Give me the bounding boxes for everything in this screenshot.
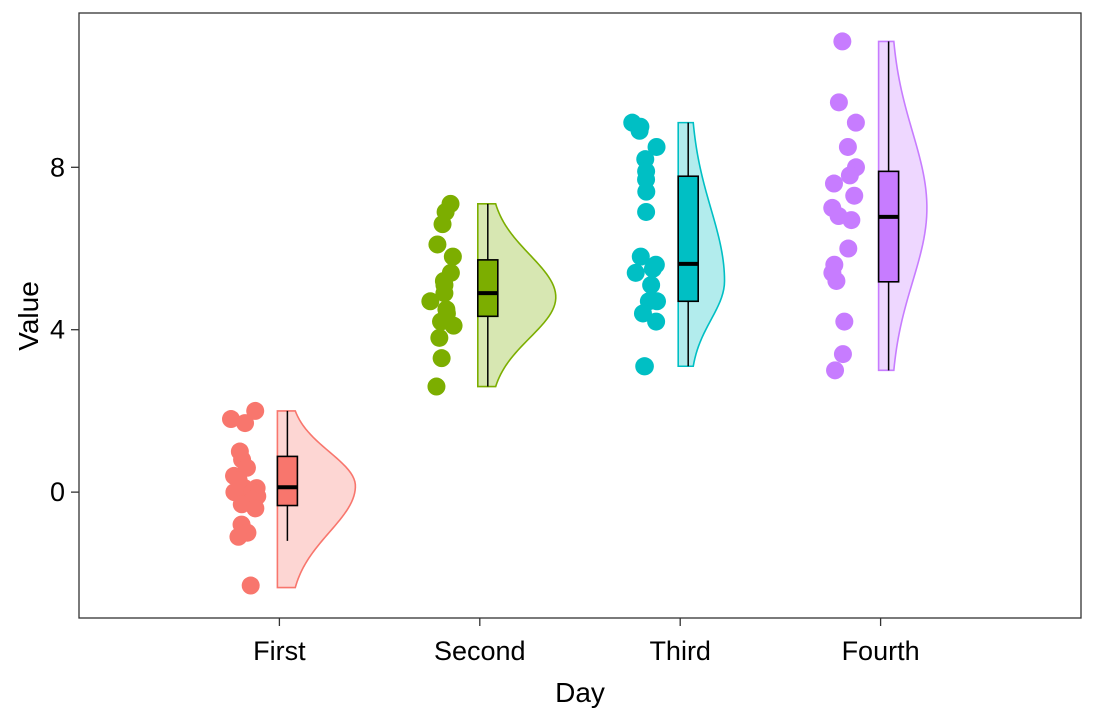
point-fourth [839,239,858,258]
point-third [633,304,652,323]
plot-panel [78,12,1082,619]
point-fourth [826,361,845,380]
point-third [643,259,662,278]
point-fourth [838,137,857,156]
point-third [647,137,666,156]
point-second [443,247,462,266]
point-second [435,284,454,303]
boxplot-layer [276,41,900,541]
point-first [246,499,265,518]
point-fourth [845,186,864,205]
cloud-fourth [877,40,928,372]
box-second [476,259,499,318]
y-axis-title: Value [13,281,44,351]
point-first [241,576,260,595]
point-second [433,215,452,234]
point-third [626,263,645,282]
point-third [637,182,656,201]
point-second [428,235,447,254]
y-tick-label-8: 8 [50,152,65,182]
point-fourth [824,174,843,193]
point-second [427,377,446,396]
x-tick-label-first: First [253,636,306,666]
y-tick-label-4: 4 [50,315,65,345]
axes-layer: First Second Third Fourth 0 4 8 [50,152,920,666]
point-second [430,328,449,347]
point-third [631,247,650,266]
point-second [444,316,463,335]
point-third [637,202,656,221]
cloud-first [276,410,357,589]
point-third [647,312,666,331]
point-fourth [842,211,861,230]
point-fourth [833,345,852,364]
point-third [630,121,649,140]
point-first [232,495,251,514]
box-first [276,455,299,507]
x-tick-label-second: Second [434,636,526,666]
box-fourth [877,170,900,283]
point-fourth [846,113,865,132]
point-third [648,292,667,311]
point-third [635,357,654,376]
rain-points-layer [222,32,865,595]
x-axis-title: Day [555,677,605,708]
point-first [236,414,255,433]
point-fourth [833,32,852,51]
point-fourth [827,271,846,290]
y-tick-label-0: 0 [50,477,65,507]
cloud-second [477,203,557,388]
x-tick-label-fourth: Fourth [842,636,920,666]
point-fourth [835,312,854,331]
box-third [677,175,700,303]
point-first [246,401,265,420]
point-second [432,349,451,368]
point-third [642,276,661,295]
point-first [222,410,241,429]
point-fourth [840,166,859,185]
point-first [229,527,248,546]
point-fourth [829,93,848,112]
x-tick-label-third: Third [649,636,711,666]
point-second [421,292,440,311]
